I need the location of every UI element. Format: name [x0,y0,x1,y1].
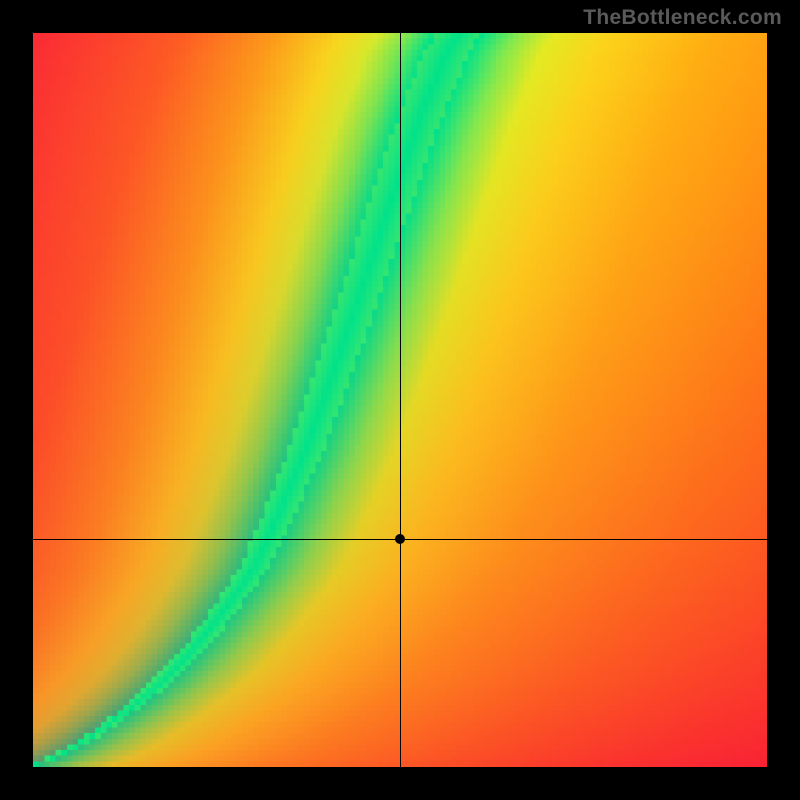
watermark-text: TheBottleneck.com [583,6,782,30]
crosshair-vertical [400,33,401,767]
heatmap-plot [33,33,767,767]
